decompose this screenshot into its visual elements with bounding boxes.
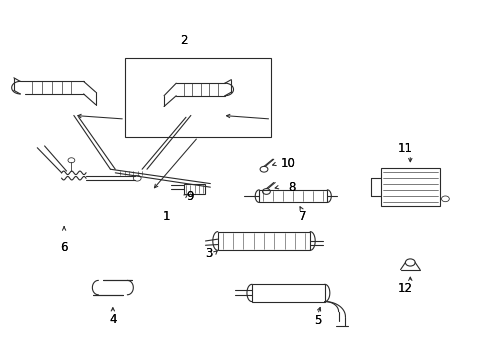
- Text: 12: 12: [397, 282, 412, 295]
- Text: 1: 1: [163, 211, 170, 224]
- Text: 4: 4: [109, 313, 116, 326]
- Text: 9: 9: [185, 190, 193, 203]
- Text: 12: 12: [397, 282, 412, 295]
- Text: 7: 7: [299, 211, 306, 224]
- Text: 7: 7: [299, 211, 306, 224]
- Text: 9: 9: [185, 190, 193, 203]
- Text: 11: 11: [397, 142, 412, 155]
- Text: 1: 1: [163, 211, 170, 224]
- Text: 11: 11: [397, 142, 412, 155]
- Text: 6: 6: [60, 241, 68, 254]
- Text: 3: 3: [205, 247, 212, 260]
- Text: 5: 5: [313, 315, 321, 328]
- Text: 2: 2: [180, 34, 187, 47]
- Text: 2: 2: [180, 34, 187, 47]
- Text: 5: 5: [313, 315, 321, 328]
- Text: 8: 8: [288, 181, 295, 194]
- Text: 10: 10: [281, 157, 295, 170]
- Text: 4: 4: [109, 313, 116, 326]
- Text: 8: 8: [288, 181, 295, 194]
- Text: 3: 3: [205, 247, 212, 260]
- Text: 6: 6: [60, 241, 68, 254]
- Text: 10: 10: [281, 157, 295, 170]
